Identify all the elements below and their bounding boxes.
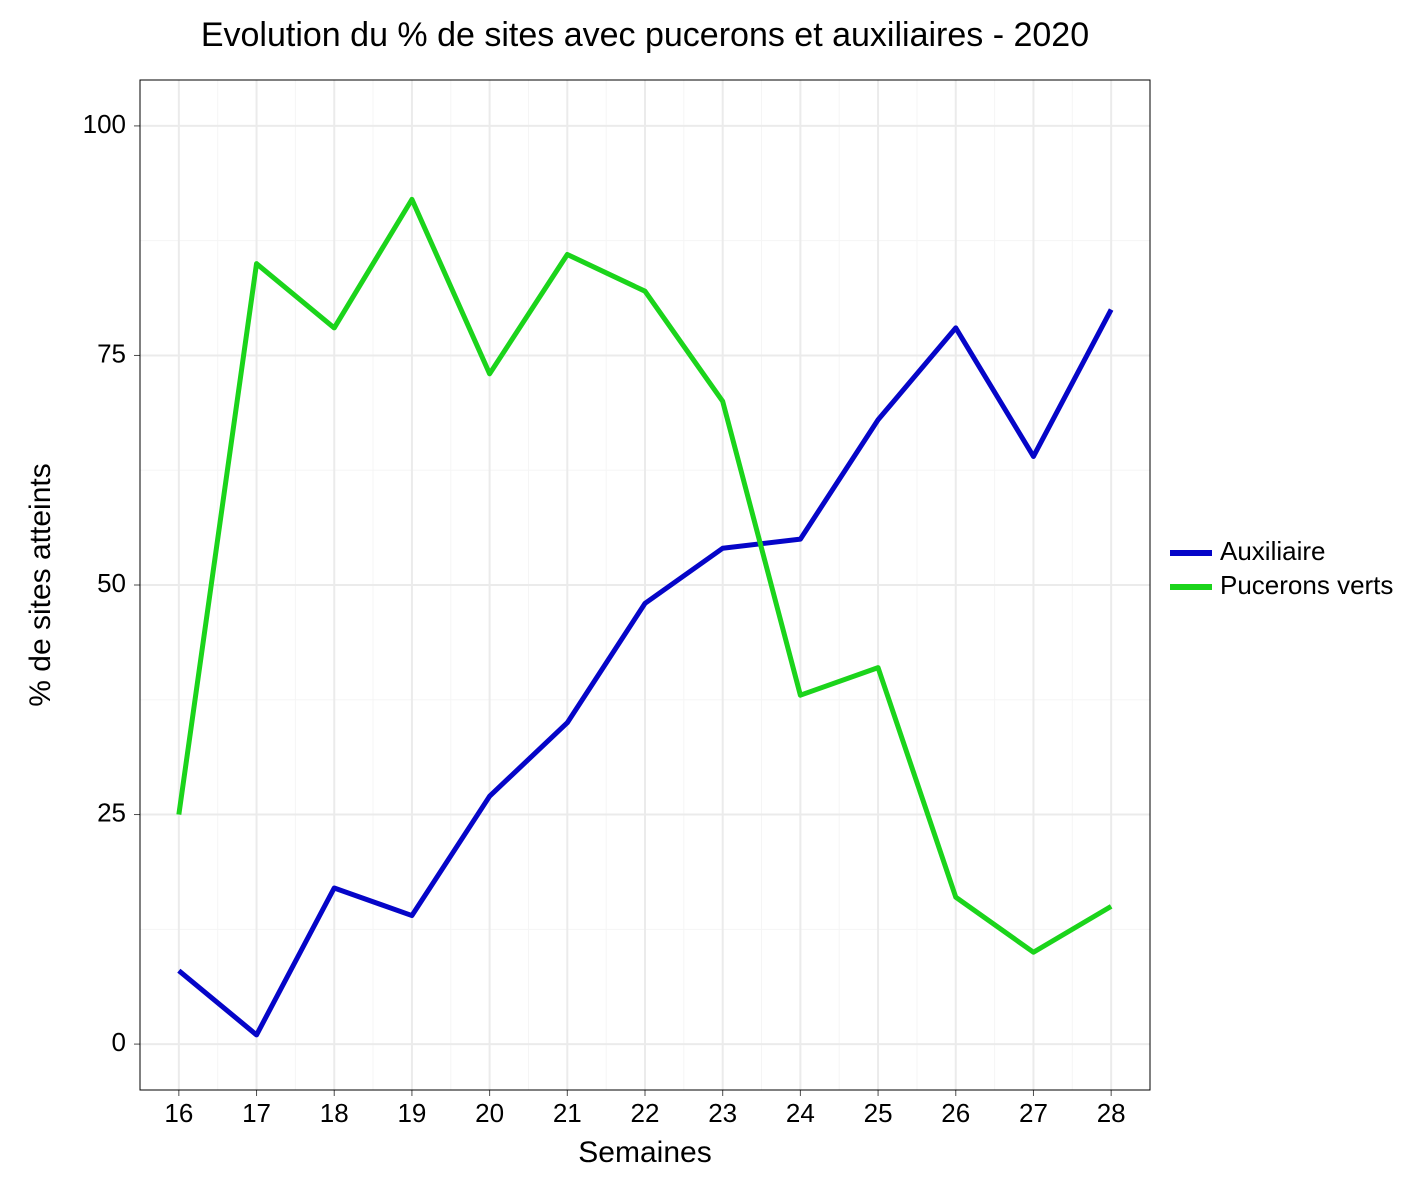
y-tick-label: 0: [112, 1027, 126, 1057]
chart-svg: 0 25 50 75 100 16 17 18 19 20 21 22 23 24 25 26 27 28 Evol…: [0, 0, 1418, 1200]
x-tick-label: 16: [164, 1098, 193, 1128]
y-tick-label: 50: [97, 568, 126, 598]
x-tick-label: 18: [320, 1098, 349, 1128]
x-tick-label: 21: [553, 1098, 582, 1128]
legend-swatch: [1170, 584, 1212, 590]
x-tick-label: 27: [1019, 1098, 1048, 1128]
chart-title: Evolution du % de sites avec pucerons et…: [201, 16, 1089, 54]
x-tick-label: 26: [941, 1098, 970, 1128]
x-tick-label: 28: [1097, 1098, 1126, 1128]
legend-label: Pucerons verts: [1220, 570, 1393, 600]
y-tick-label: 75: [97, 338, 126, 368]
y-tick-label: 25: [97, 797, 126, 827]
x-tick-label: 25: [864, 1098, 893, 1128]
chart-container: 0 25 50 75 100 16 17 18 19 20 21 22 23 24 25 26 27 28 Evol…: [0, 0, 1418, 1200]
y-tick-label: 100: [83, 109, 126, 139]
x-tick-label: 20: [475, 1098, 504, 1128]
x-axis-title: Semaines: [578, 1136, 711, 1169]
x-tick-label: 17: [242, 1098, 271, 1128]
legend-swatch: [1170, 550, 1212, 556]
x-tick-label: 22: [631, 1098, 660, 1128]
legend-label: Auxiliaire: [1220, 536, 1326, 566]
x-tick-label: 19: [397, 1098, 426, 1128]
x-tick-label: 24: [786, 1098, 815, 1128]
x-tick-label: 23: [708, 1098, 737, 1128]
y-axis-title: % de sites atteints: [24, 463, 57, 706]
